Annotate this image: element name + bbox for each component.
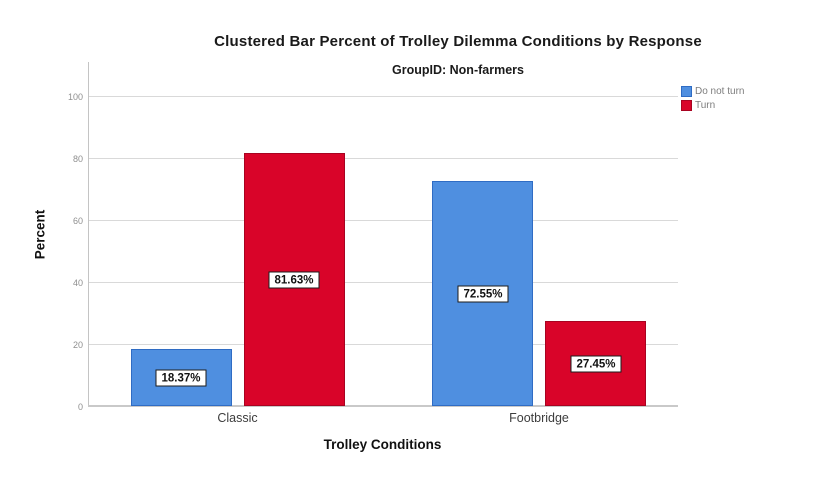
y-tick-label: 100 [67,92,83,102]
gridline-y-100 [89,96,678,97]
gridline-y-60 [89,220,678,221]
gridline-y-20 [89,344,678,345]
x-tick-label-footbridge: Footbridge [509,411,569,425]
y-tick-label: 80 [72,154,83,164]
legend: Do not turn Turn [681,85,744,113]
y-axis-line [88,62,89,407]
chart-title: Clustered Bar Percent of Trolley Dilemma… [214,33,702,50]
x-axis-title: Trolley Conditions [323,437,442,452]
x-axis-line [88,405,678,407]
gridline-y-40 [89,282,678,283]
bar-value-label-turn-footbridge: 27.45% [570,355,622,372]
y-tick-label: 20 [72,340,83,350]
bar-value-label-do-not-turn-classic: 18.37% [155,369,207,386]
x-tick-label-classic: Classic [217,411,258,425]
legend-item-turn: Turn [681,99,744,112]
legend-color-swatch-icon [681,86,692,97]
legend-label: Turn [695,100,716,111]
bar-value-label-do-not-turn-footbridge: 72.55% [457,285,509,302]
y-tick-label: 0 [77,402,83,412]
legend-label: Do not turn [695,86,745,97]
bar-value-label-turn-classic: 81.63% [268,271,320,288]
legend-color-swatch-icon [681,100,692,111]
legend-item-do-not-turn: Do not turn [681,85,744,98]
y-tick-label: 60 [72,216,83,226]
chart-subtitle: GroupID: Non-farmers [392,63,524,77]
y-tick-label: 40 [72,278,83,288]
gridline-y-80 [89,158,678,159]
